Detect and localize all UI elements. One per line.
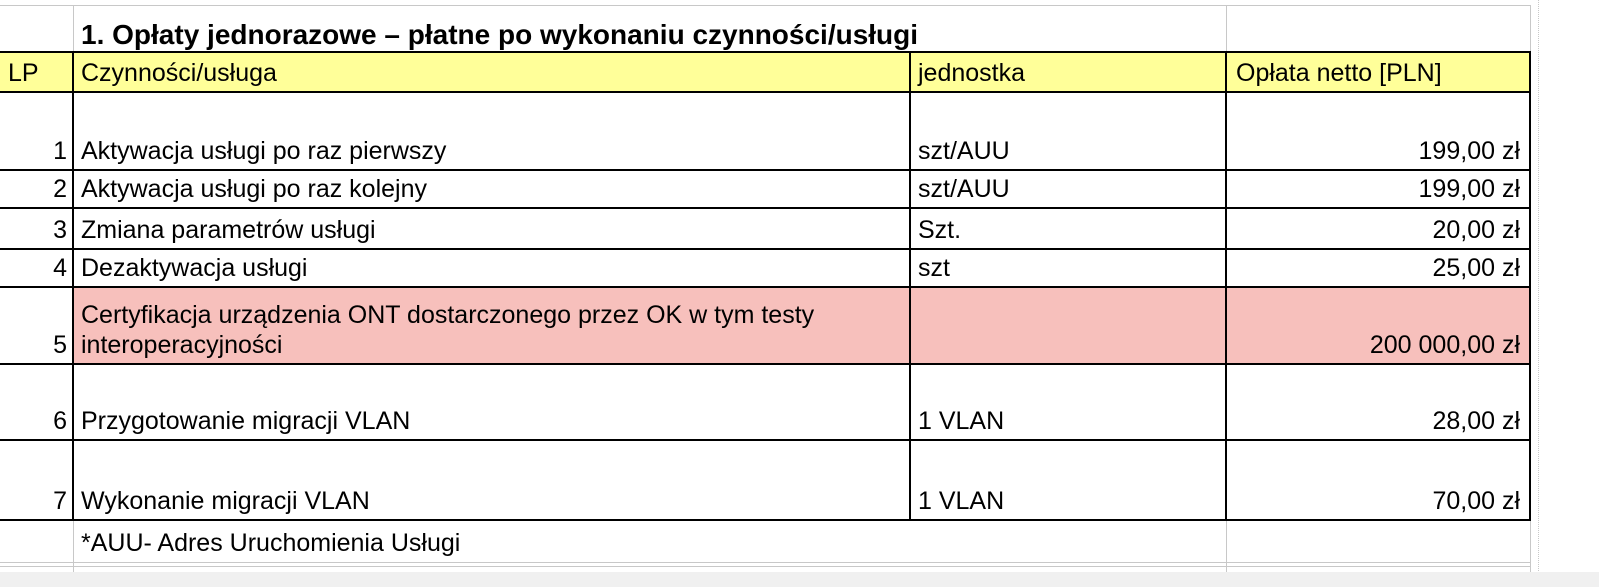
- cell-lp: 2: [53, 175, 67, 203]
- cell-service: Aktywacja usługi po raz kolejny: [81, 175, 427, 203]
- cell-lp: 6: [53, 407, 67, 435]
- cell-fee: 20,00 zł: [1432, 216, 1520, 244]
- cell-lp: 4: [53, 254, 67, 282]
- header-service: Czynności/usługa: [81, 59, 277, 87]
- cell-unit: 1 VLAN: [918, 407, 1005, 435]
- cell-fee: 70,00 zł: [1432, 487, 1520, 515]
- cell-unit: szt/AUU: [918, 175, 1010, 203]
- cell-unit: 1 VLAN: [918, 487, 1005, 515]
- cell-unit: szt/AUU: [918, 137, 1010, 165]
- footnote: *AUU- Adres Uruchomienia Usługi: [81, 529, 461, 557]
- header-unit: jednostka: [918, 59, 1026, 87]
- cell-fee: 25,00 zł: [1432, 254, 1520, 282]
- cell-unit: szt: [918, 254, 950, 282]
- cell-lp: 1: [53, 137, 67, 165]
- cell-lp: 5: [53, 331, 67, 359]
- cell-service: Dezaktywacja usługi: [81, 254, 308, 282]
- cell-fee: 28,00 zł: [1432, 407, 1520, 435]
- cell-service: Wykonanie migracji VLAN: [81, 487, 370, 515]
- cell-fee: 199,00 zł: [1418, 137, 1520, 165]
- header-lp: LP: [8, 59, 39, 87]
- cell-service: Zmiana parametrów usługi: [81, 216, 376, 244]
- header-fill: [0, 52, 1530, 92]
- cell-unit: [910, 287, 1226, 364]
- cell-lp: 7: [53, 487, 67, 515]
- cell-service: Certyfikacja urządzenia ONT dostarczoneg…: [81, 301, 815, 359]
- scrollbar[interactable]: [0, 572, 1599, 587]
- cell-lp: 3: [53, 216, 67, 244]
- section-title: 1. Opłaty jednorazowe – płatne po wykona…: [81, 19, 919, 50]
- cell-fee: 200 000,00 zł: [1369, 331, 1520, 359]
- cell-service: Przygotowanie migracji VLAN: [81, 407, 411, 435]
- cell-service: Aktywacja usługi po raz pierwszy: [81, 137, 447, 165]
- header-fee: Opłata netto [PLN]: [1236, 59, 1442, 87]
- highlight-fill: [73, 287, 1530, 364]
- cell-unit: Szt.: [918, 216, 962, 244]
- cell-fee: 199,00 zł: [1418, 175, 1520, 203]
